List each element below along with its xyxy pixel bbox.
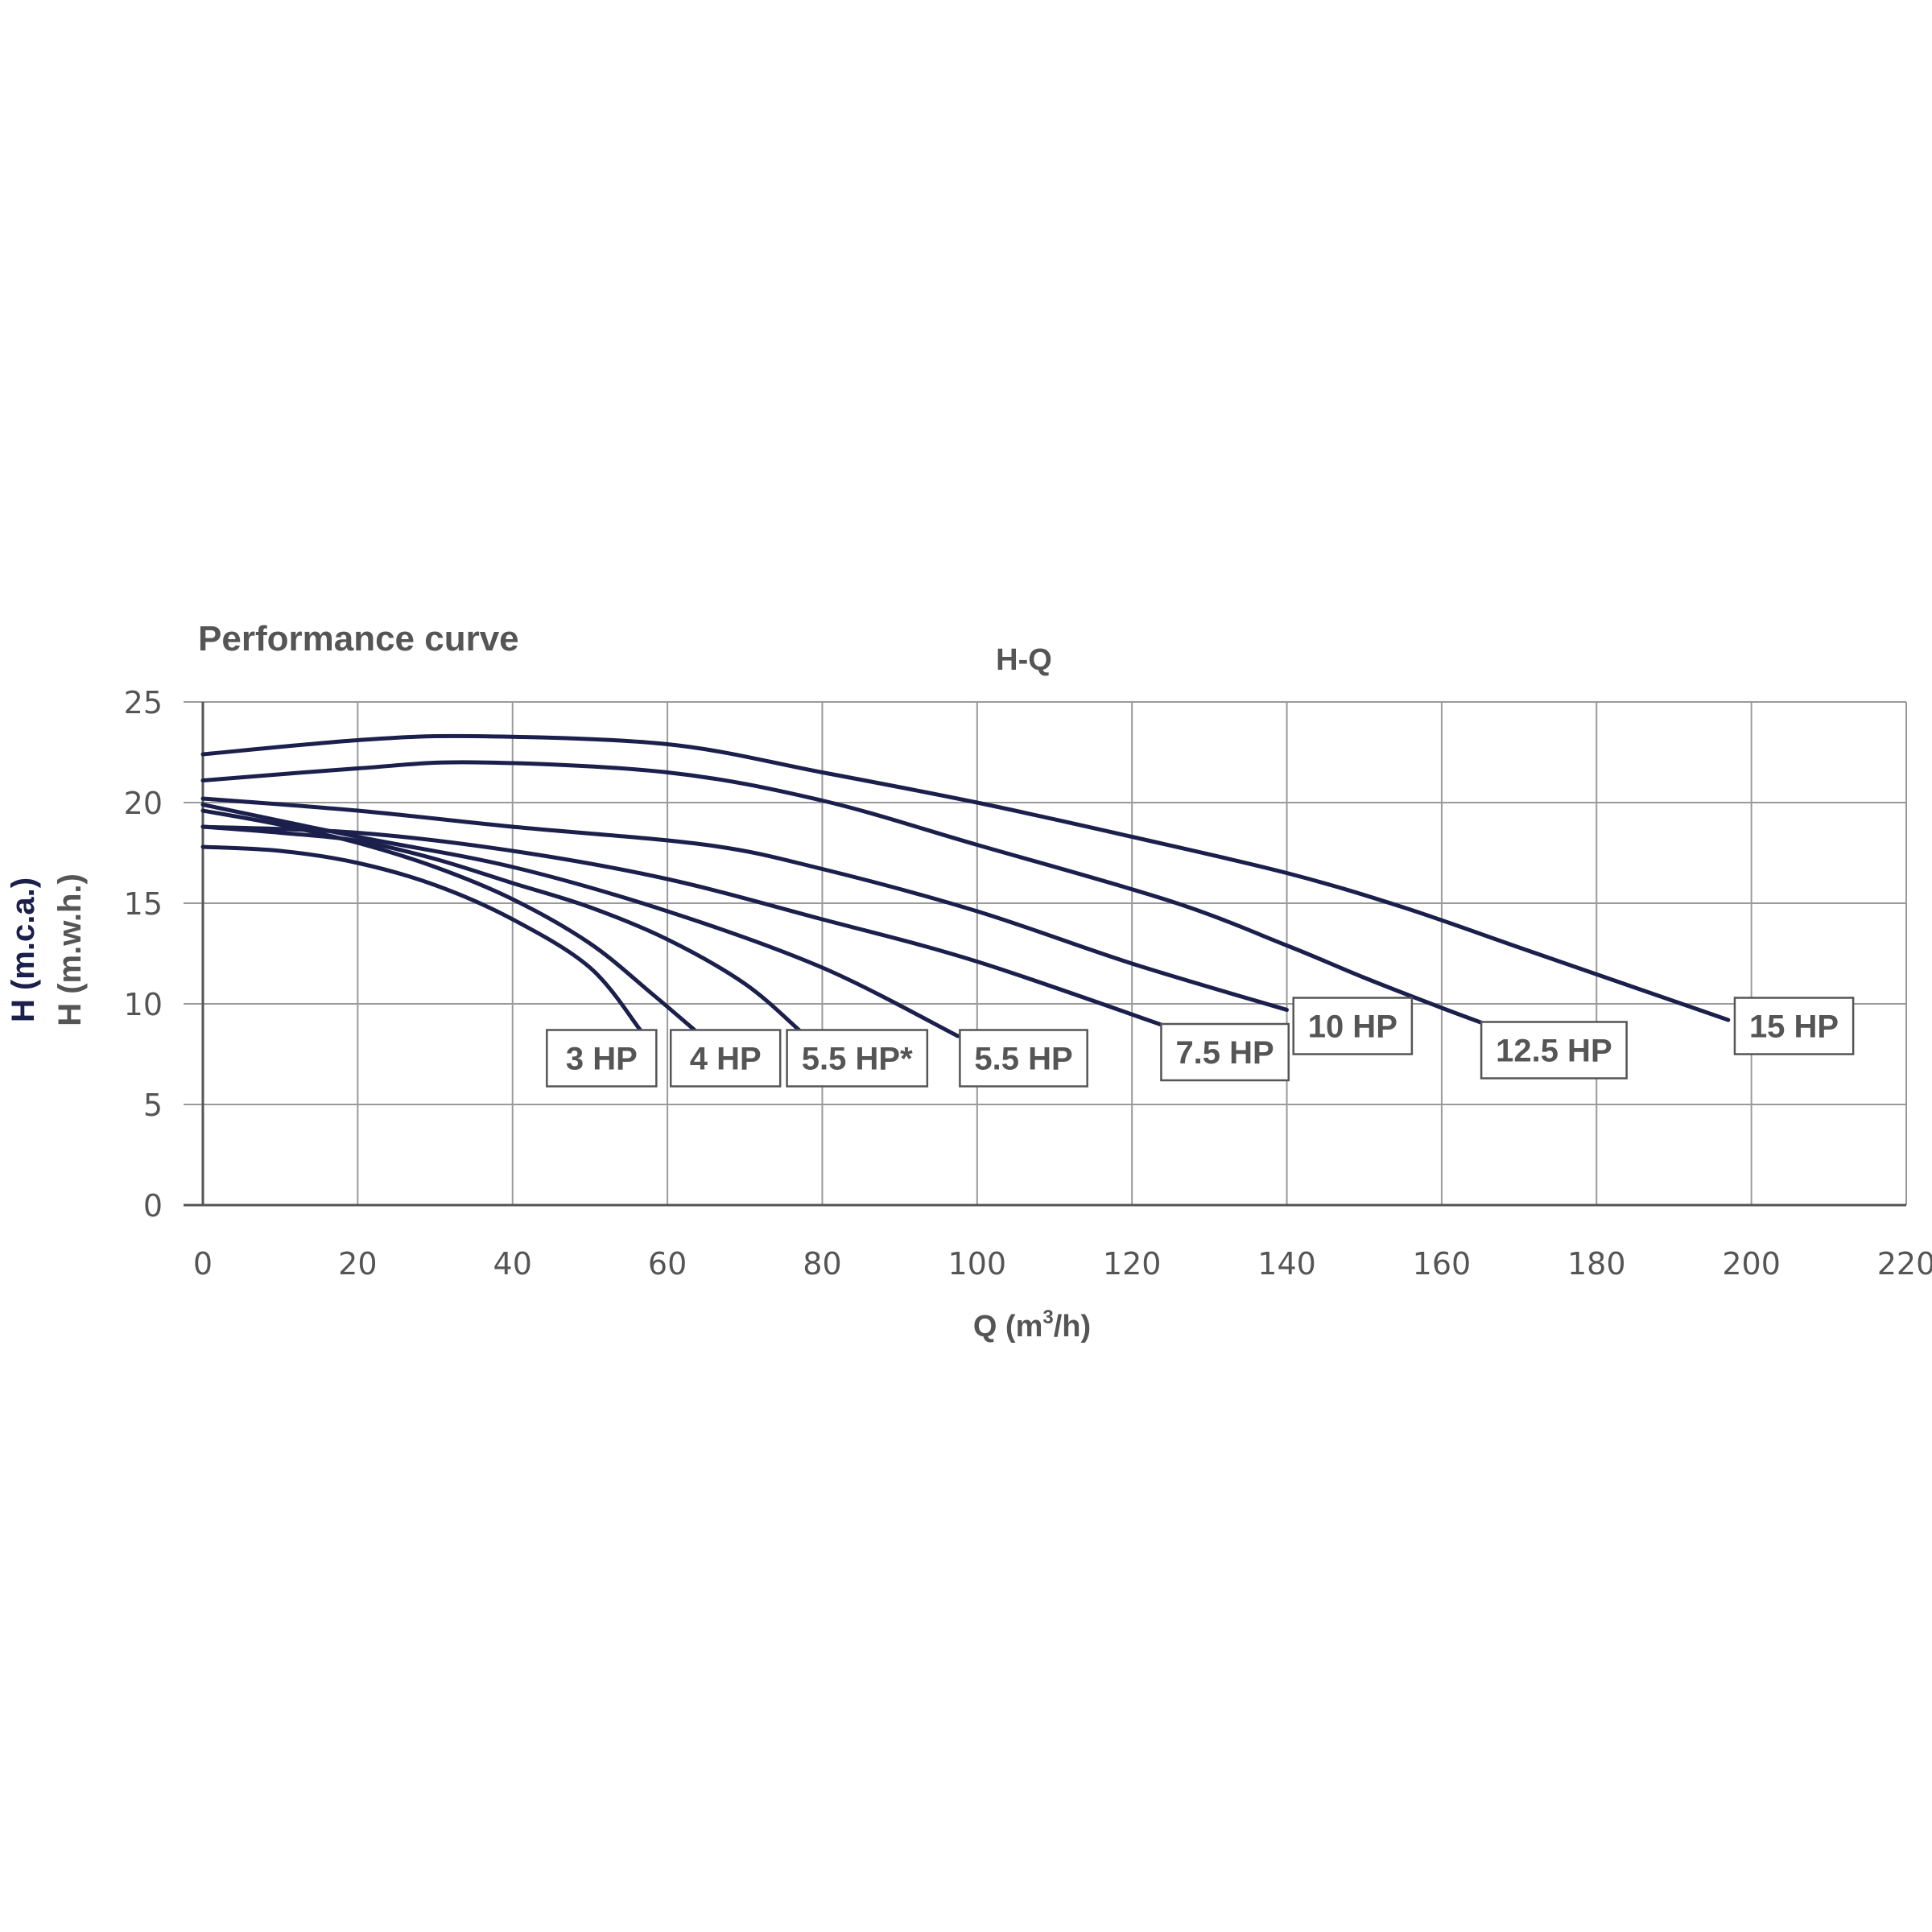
series-line-3-hp bbox=[200, 844, 642, 1032]
series-line-7-5-hp bbox=[200, 824, 1173, 1030]
series-line-5-5-hp bbox=[200, 803, 960, 1038]
y-tick-label-10: 10 bbox=[124, 987, 163, 1022]
x-tick-label-80: 80 bbox=[803, 1246, 841, 1282]
x-tick-label-20: 20 bbox=[338, 1246, 377, 1282]
x-tick-label-220: 220 bbox=[1877, 1246, 1932, 1282]
y-axis-label-secondary: H (m.w.h.) bbox=[52, 873, 88, 1026]
series-label-12-5-hp: 12.5 HP bbox=[1496, 1034, 1612, 1069]
series-label-7-5-hp: 7.5 HP bbox=[1175, 1035, 1274, 1071]
series-labels: 3 HP 4 HP 5.5 HP* 5.5 HP 7.5 HP 10 HP 12.5 HP 1… bbox=[546, 997, 1855, 1088]
x-axis-label: Q (m3/h) bbox=[973, 1307, 1091, 1344]
series-line-15-hp bbox=[200, 733, 1731, 1022]
y-tick-label-15: 15 bbox=[124, 886, 163, 922]
series-line-10-hp bbox=[200, 796, 1289, 1012]
x-tick-labels: 0 20 40 60 80 100 120 140 160 180 200 220 bbox=[193, 1246, 1932, 1282]
series-label-5-5-hp-star: 5.5 HP* bbox=[802, 1042, 913, 1077]
chart-title: H-Q bbox=[996, 643, 1052, 677]
x-tick-label-180: 180 bbox=[1567, 1246, 1626, 1282]
series-label-10-hp: 10 HP bbox=[1308, 1009, 1397, 1045]
axes bbox=[184, 702, 1906, 1207]
series-label-box-15-hp bbox=[1733, 997, 1855, 1055]
series-label-box-7-5-hp bbox=[1160, 1022, 1290, 1082]
series-label-5-5-hp: 5.5 HP bbox=[974, 1042, 1072, 1077]
x-tick-label-200: 200 bbox=[1722, 1246, 1781, 1282]
page-heading: Performance curve bbox=[198, 619, 519, 658]
y-tick-label-20: 20 bbox=[124, 786, 163, 821]
series-label-box-10-hp bbox=[1292, 997, 1414, 1055]
x-axis-label-main: Q (m bbox=[973, 1310, 1043, 1344]
series-label-box-3-hp bbox=[546, 1029, 658, 1088]
y-tick-labels: 0 5 10 15 20 25 bbox=[124, 685, 163, 1224]
series-label-4-hp: 4 HP bbox=[690, 1042, 762, 1077]
series-label-box-5-5-hp bbox=[959, 1029, 1088, 1088]
series-label-15-hp: 15 HP bbox=[1749, 1009, 1839, 1045]
series-line-12-5-hp bbox=[200, 760, 1498, 1030]
series-label-box-5-5-hp-star bbox=[786, 1029, 929, 1088]
series-label-3-hp: 3 HP bbox=[566, 1042, 638, 1077]
grid bbox=[184, 701, 1907, 1206]
series-lines bbox=[200, 733, 1731, 1038]
series-line-5-5-hp-star bbox=[200, 824, 802, 1032]
y-tick-label-0: 0 bbox=[143, 1188, 163, 1224]
series-label-box-4-hp bbox=[669, 1029, 782, 1088]
x-tick-label-160: 160 bbox=[1413, 1246, 1472, 1282]
x-axis-label-end: /h) bbox=[1054, 1310, 1091, 1344]
x-tick-label-140: 140 bbox=[1257, 1246, 1316, 1282]
x-tick-label-0: 0 bbox=[193, 1246, 213, 1282]
x-axis-label-sup: 3 bbox=[1042, 1307, 1053, 1328]
y-axis-label-primary: H (m.c.a.) bbox=[6, 877, 41, 1022]
y-tick-label-5: 5 bbox=[143, 1088, 163, 1123]
x-tick-label-120: 120 bbox=[1103, 1246, 1162, 1282]
x-tick-label-100: 100 bbox=[948, 1246, 1007, 1282]
series-line-4-hp bbox=[200, 808, 697, 1032]
x-tick-label-40: 40 bbox=[493, 1246, 532, 1282]
y-tick-label-25: 25 bbox=[124, 685, 163, 720]
x-tick-label-60: 60 bbox=[648, 1246, 687, 1282]
series-label-box-12-5-hp bbox=[1480, 1021, 1628, 1080]
